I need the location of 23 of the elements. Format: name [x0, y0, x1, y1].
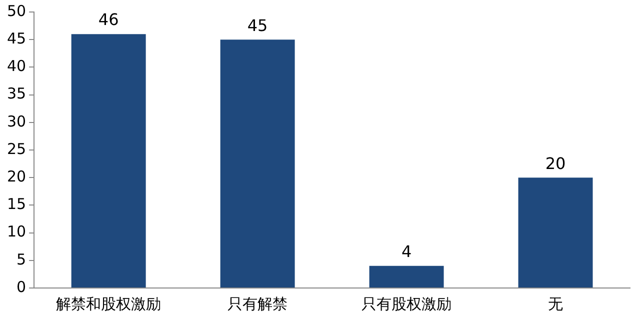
y-tick-label: 30 [6, 112, 26, 130]
y-tick-label: 50 [6, 2, 26, 20]
x-tick-label: 只有股权激励 [362, 294, 452, 313]
bar [71, 34, 146, 288]
y-tick-label: 5 [16, 250, 26, 268]
bar [220, 40, 295, 288]
x-tick-label: 只有解禁 [228, 294, 288, 313]
y-tick-label: 35 [6, 84, 26, 103]
bar [369, 266, 444, 288]
y-tick-label: 40 [6, 57, 26, 76]
x-tick-label: 解禁和股权激励 [56, 294, 162, 313]
y-tick-label: 25 [6, 140, 26, 158]
data-label: 4 [401, 242, 412, 262]
data-label: 45 [247, 16, 268, 35]
data-label: 20 [545, 154, 566, 173]
y-tick-label: 20 [6, 167, 26, 186]
y-tick-label: 10 [6, 222, 26, 241]
bar [518, 178, 593, 288]
y-tick-label: 15 [6, 195, 26, 214]
y-tick-label: 0 [16, 278, 26, 296]
x-tick-label: 无 [548, 294, 564, 313]
data-label: 46 [98, 10, 119, 30]
y-tick-label: 45 [6, 29, 26, 48]
